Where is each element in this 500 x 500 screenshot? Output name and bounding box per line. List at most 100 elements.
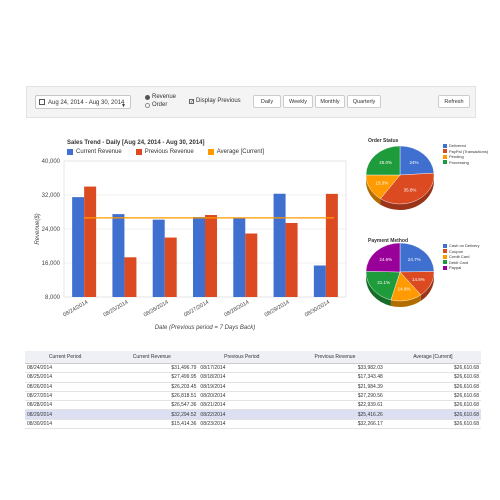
pie-legend-swatch bbox=[443, 265, 447, 270]
column-header[interactable]: Current Revenue bbox=[105, 351, 199, 364]
table-cell: 08/30/2014 bbox=[25, 419, 106, 430]
pie-legend-label: Delivered bbox=[449, 143, 466, 148]
x-tick-label: 08/30/2014 bbox=[304, 300, 331, 319]
table-cell: $26,610.68 bbox=[384, 372, 481, 383]
bar-previous bbox=[285, 222, 298, 297]
table-row[interactable]: 08/29/2014 $32,294.52 08/22/2014 $25,416.26… bbox=[25, 409, 481, 420]
checkbox-check-icon[interactable]: ✓ bbox=[189, 98, 195, 105]
column-header[interactable]: Previous Period bbox=[198, 351, 286, 364]
pie-slice-side bbox=[380, 175, 434, 210]
date-range-label: Aug 24, 2014 - Aug 30, 2014 bbox=[48, 100, 125, 106]
radio-revenue-label: Revenue bbox=[152, 94, 177, 100]
table-cell: $26,610.68 bbox=[384, 382, 481, 392]
table-cell: 08/20/2014 bbox=[198, 391, 286, 402]
pie-legend-label: Pending bbox=[449, 154, 464, 159]
date-range-picker[interactable]: Aug 24, 2014 - Aug 30, 2014 ▼ bbox=[35, 95, 131, 109]
display-previous-label: Display Previous bbox=[196, 98, 241, 104]
weekly-button[interactable]: Weekly bbox=[283, 95, 313, 108]
table-row[interactable]: 08/27/2014 $26,818.51 08/20/2014 $27,290.56… bbox=[25, 391, 481, 402]
radio-revenue[interactable]: Revenue bbox=[145, 93, 176, 101]
x-tick-label: 08/29/2014 bbox=[264, 300, 291, 319]
pie-slice-label: 24.7% bbox=[408, 257, 421, 262]
pie-slice bbox=[365, 145, 401, 176]
table-cell: $17,343.48 bbox=[285, 372, 385, 383]
table-row[interactable]: 08/26/2014 $26,203.45 08/19/2014 $21,984.39… bbox=[25, 382, 481, 392]
x-tick-label: 08/24/2014 bbox=[62, 300, 89, 319]
legend-swatch-current bbox=[67, 149, 73, 155]
table-cell: 08/21/2014 bbox=[198, 400, 286, 411]
table-cell: 08/19/2014 bbox=[198, 382, 286, 392]
daily-button[interactable]: Daily bbox=[253, 95, 281, 108]
table-row[interactable]: 08/24/2014 $31,496.79 08/17/2014 $33,982.03… bbox=[25, 363, 481, 374]
x-tick-label: 08/25/2014 bbox=[103, 300, 130, 319]
pie-slice bbox=[380, 172, 435, 205]
table-header: Current Period Current Revenue Previous Pe… bbox=[25, 351, 481, 364]
pie-slice bbox=[390, 271, 422, 302]
pie-legend-item: Debit Card bbox=[443, 260, 479, 266]
pie-slice-label: 35.8% bbox=[404, 188, 417, 193]
pie-legend-item: PayPal (Transactions) bbox=[443, 149, 488, 155]
pie-legend-label: Coupon bbox=[449, 248, 464, 254]
table-row[interactable]: 08/25/2014 $27,499.95 08/18/2014 $17,343.48… bbox=[25, 372, 481, 383]
metric-radio-group: Revenue Order bbox=[145, 93, 176, 109]
pie-legend-item: Processing bbox=[443, 160, 488, 166]
legend-previous: Previous Revenue bbox=[135, 149, 194, 155]
table-cell: 08/24/2014 bbox=[25, 363, 106, 374]
x-axis-label: Date (Previous period = 7 Days Back) bbox=[155, 325, 256, 331]
pie-slice-side bbox=[365, 272, 391, 306]
table-row[interactable]: 08/28/2014 $26,547.36 08/21/2014 $22,939.61… bbox=[25, 400, 481, 411]
pie-slice-label: 24.6% bbox=[379, 257, 392, 262]
y-tick-label: 32,000 bbox=[42, 193, 61, 199]
column-header[interactable]: Average [Current] bbox=[384, 351, 481, 364]
chart-title: Sales Trend - Daily [Aug 24, 2014 - Aug … bbox=[67, 140, 205, 146]
x-tick-label: 08/27/2014 bbox=[183, 300, 210, 319]
display-previous-checkbox[interactable]: ✓ Display Previous bbox=[189, 98, 241, 104]
table-cell: $26,610.68 bbox=[384, 409, 481, 420]
table-cell: 08/26/2014 bbox=[25, 382, 106, 392]
legend-swatch-average bbox=[207, 149, 214, 155]
order-status-title: Order Status bbox=[368, 138, 399, 144]
payment-method-legend: Cash on Delivery Coupon Credit Card Debit C… bbox=[443, 243, 479, 271]
pie-legend-label: PayPal (Transactions) bbox=[449, 148, 489, 154]
radio-order[interactable]: Order bbox=[145, 101, 176, 109]
caret-down-icon: ▼ bbox=[121, 103, 126, 109]
legend-label-current: Current Revenue bbox=[76, 149, 122, 155]
table-cell: $26,610.68 bbox=[384, 363, 481, 374]
pie-legend-item: Coupon bbox=[443, 249, 479, 255]
data-table: Current Period Current Revenue Previous Pe… bbox=[25, 351, 481, 430]
monthly-button[interactable]: Monthly bbox=[315, 95, 345, 108]
table-cell: $26,818.51 bbox=[105, 391, 199, 402]
bar-previous bbox=[325, 193, 338, 297]
pie-legend-item: Delivered bbox=[443, 143, 488, 149]
pie-legend-label: Paypal bbox=[449, 265, 462, 270]
table-cell: $26,610.68 bbox=[384, 400, 481, 411]
pie-slice-label: 15.3% bbox=[376, 181, 389, 186]
table-cell: $32,294.52 bbox=[105, 409, 199, 420]
column-header[interactable]: Current Period bbox=[25, 351, 106, 364]
pie-legend-swatch bbox=[443, 254, 447, 259]
pie-slice-label: 25.0% bbox=[379, 160, 392, 165]
y-tick-label: 16,000 bbox=[42, 261, 61, 267]
x-tick-label: 08/26/2014 bbox=[143, 300, 170, 319]
table-cell: 08/28/2014 bbox=[25, 400, 106, 411]
table-row[interactable]: 08/30/2014 $15,414.36 08/23/2014 $32,266.17… bbox=[25, 419, 481, 430]
bar-current bbox=[72, 197, 85, 297]
refresh-button[interactable]: Refresh bbox=[438, 95, 470, 108]
column-header[interactable]: Previous Revenue bbox=[285, 351, 385, 364]
table-cell: 08/25/2014 bbox=[25, 372, 106, 383]
bar-previous bbox=[205, 215, 217, 297]
table-cell: $22,939.61 bbox=[285, 400, 385, 411]
order-status-legend: Delivered PayPal (Transactions) Pending Pro… bbox=[443, 143, 488, 165]
legend-swatch-previous bbox=[135, 149, 142, 155]
toolbar: Aug 24, 2014 - Aug 30, 2014 ▼ Revenue Or… bbox=[26, 86, 476, 118]
pie-legend-swatch bbox=[443, 260, 447, 264]
pie-slice bbox=[399, 271, 435, 296]
radio-revenue-dot[interactable] bbox=[145, 94, 150, 100]
y-tick-label: 24,000 bbox=[42, 227, 61, 233]
radio-order-dot[interactable] bbox=[145, 102, 150, 108]
legend-current: Current Revenue bbox=[67, 149, 122, 155]
pie-legend-swatch bbox=[443, 149, 447, 153]
quarterly-button[interactable]: Quarterly bbox=[347, 95, 381, 108]
plot-area bbox=[63, 160, 347, 298]
table-cell: $26,547.36 bbox=[105, 400, 199, 411]
